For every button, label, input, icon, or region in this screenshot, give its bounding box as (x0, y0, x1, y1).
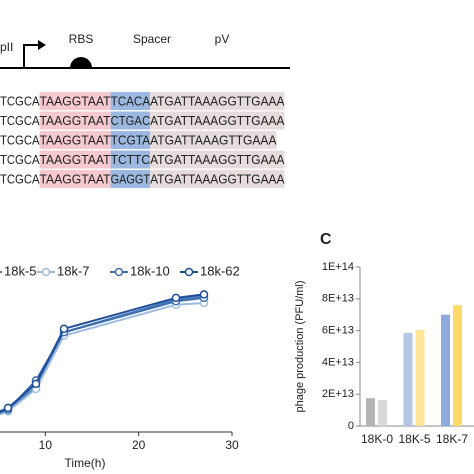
legend-label: 18k-5 (4, 263, 37, 278)
sequence-segment: TAAGGTAAT (40, 171, 111, 186)
bar (441, 314, 450, 426)
bar (415, 329, 425, 426)
sequence-highlight (110, 92, 151, 110)
bar (453, 305, 462, 426)
line-marker (199, 290, 209, 299)
sequence-highlight (150, 170, 285, 188)
arrow-head (38, 40, 46, 50)
legend-label: 18k-7 (57, 263, 90, 278)
x-tick-label: 18K-7 (436, 432, 468, 446)
sequence-segment: TCGCA (0, 93, 40, 108)
promoter-label: pII (0, 40, 13, 54)
sequence-segment: TAAGGTAAT (40, 132, 111, 147)
sequence-segment: ATGATTAAAGGTTGAAA (150, 152, 285, 167)
sequence-segment: TCACA (111, 93, 151, 108)
sequence-segment: TAAGGTAAT (40, 152, 111, 167)
sequence-highlight (150, 111, 285, 130)
x-tick-label: 30 (225, 438, 239, 452)
x-axis-label: Time(h) (65, 456, 106, 470)
x-tick-label: 18K-5 (398, 432, 430, 446)
line-marker (59, 324, 69, 334)
sequence-highlight (39, 131, 111, 149)
line-series (0, 295, 205, 414)
x-tick-label: 18K-0 (361, 432, 393, 446)
sequence-segment: TAAGGTAAT (40, 93, 111, 108)
sequence-segment: TCGTA (111, 132, 151, 147)
promoter-arrow (23, 44, 38, 68)
sequence-highlight (110, 111, 151, 130)
sequence-segment: ATGATTAAAGTTGAAA (150, 132, 277, 147)
x-tick-label: 10 (39, 438, 53, 452)
y-tick-label: 2E+13 (322, 388, 354, 400)
sequence-segment: TCGCA (0, 132, 40, 147)
bar (403, 332, 413, 426)
line-marker (31, 379, 41, 389)
sequence-segment: ATGATTAAAGGTTGAAA (150, 113, 285, 128)
sequence-highlight (39, 111, 111, 130)
sequence-highlight (110, 170, 151, 188)
legend-marker (184, 267, 194, 277)
rbs-symbol (70, 57, 92, 68)
gene-label: pV (215, 32, 230, 46)
sequence-highlight (150, 131, 277, 149)
y-tick-label: 4E+13 (322, 356, 354, 368)
x-tick-label: 20 (132, 438, 146, 452)
line-marker (171, 293, 181, 303)
y-tick-label: 0 (348, 420, 354, 432)
spacer-label: Spacer (133, 32, 171, 46)
sequence-highlight (110, 131, 151, 149)
legend-label: 18k-62 (200, 263, 240, 278)
sequence-highlight (150, 92, 285, 110)
sequence-highlight (39, 170, 111, 188)
sequence-highlight (39, 92, 111, 110)
bar (378, 399, 387, 426)
sequence-segment: TCGCA (0, 152, 40, 167)
sequence-segment: TAAGGTAAT (40, 113, 111, 128)
bar (366, 398, 375, 426)
legend-marker (114, 267, 124, 277)
sequence-highlight (39, 150, 111, 169)
y-axis-label: phage production (PFU/ml) (294, 280, 306, 412)
y-tick-label: 6E+13 (322, 325, 354, 337)
sequence-segment: TCGCA (0, 113, 40, 128)
y-tick-label: 8E+13 (322, 293, 354, 305)
legend-label: 18k-10 (130, 263, 170, 278)
line-marker (3, 403, 13, 413)
sequence-segment: ATGATTAAAGGTTGAAA (150, 93, 285, 108)
sequence-highlight (150, 150, 285, 169)
sequence-segment: ATGATTAAAGGTTGAAA (150, 171, 285, 186)
y-tick-label: 1E+14 (322, 261, 354, 273)
rbs-label: RBS (69, 32, 94, 46)
legend-marker (41, 267, 51, 277)
sequence-segment: GAGGT (111, 171, 151, 186)
line-series (0, 293, 205, 413)
sequence-highlight (110, 150, 151, 169)
panel-label: C (320, 231, 332, 248)
sequence-segment: CTGAC (111, 113, 151, 128)
sequence-segment: TCGCA (0, 171, 40, 186)
line-series (0, 302, 205, 416)
sequence-segment: TCTTC (111, 152, 151, 167)
